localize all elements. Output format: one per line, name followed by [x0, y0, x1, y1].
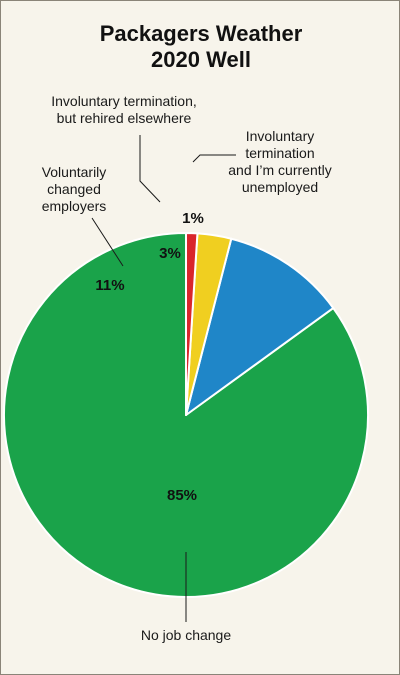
category-label-line: changed — [47, 181, 101, 197]
leader-line-involuntary-termination-but-rehired-elsewhere — [139, 135, 161, 203]
category-label-line: Involuntary termination, — [51, 93, 197, 109]
value-label-involuntary-termination-but-rehired-elsewhere: 3% — [159, 245, 181, 262]
value-label-voluntarily-changed-employers: 11% — [95, 277, 124, 294]
value-label-no-job-change: 85% — [167, 487, 197, 504]
pie-slice-involuntary-termination-and-i-m-currently-unemployed — [185, 232, 199, 416]
category-label-line: Involuntary — [246, 128, 314, 144]
category-label-line: termination — [245, 145, 314, 161]
chart-title: Packagers Weather 2020 Well — [1, 21, 400, 73]
value-label-involuntary-termination-and-i-m-currently-unemployed: 1% — [182, 210, 204, 227]
pie-slices — [3, 232, 369, 598]
category-label-voluntarily-changed-employers: Voluntarily changed employers — [42, 164, 107, 214]
category-label-no-job-change: No job change — [141, 627, 232, 643]
category-label-line: employers — [42, 198, 107, 214]
chart-title-line-1: Packagers Weather — [99, 21, 303, 46]
pie-slice-voluntarily-changed-employers — [185, 237, 335, 416]
category-label-involuntary-termination-and-i-m-currently-unemployed: Involuntary termination and I’m currently u… — [228, 128, 331, 195]
category-label-line: and I’m currently — [228, 162, 331, 178]
leader-line-involuntary-termination-and-i-m-currently-unemployed — [192, 154, 236, 163]
leader-line-voluntarily-changed-employers — [91, 217, 124, 267]
category-label-line: No job change — [141, 627, 232, 643]
category-label-line: but rehired elsewhere — [57, 110, 192, 126]
category-label-line: unemployed — [242, 179, 318, 195]
category-label-line: Voluntarily — [42, 164, 107, 180]
chart-title-line-2: 2020 Well — [151, 47, 251, 72]
category-label-involuntary-termination-but-rehired-elsewhere: Involuntary termination, but rehired else… — [51, 93, 197, 126]
